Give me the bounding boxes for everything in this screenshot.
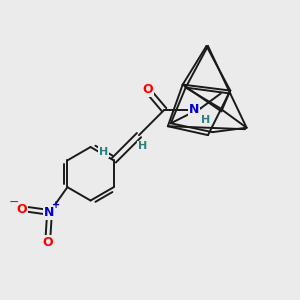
Text: H: H	[99, 147, 108, 157]
Text: O: O	[16, 203, 27, 216]
Text: H: H	[138, 141, 147, 152]
Text: +: +	[52, 200, 60, 210]
Text: −: −	[9, 196, 19, 208]
Text: O: O	[142, 82, 153, 96]
Text: N: N	[189, 103, 199, 116]
Text: O: O	[43, 236, 53, 249]
Text: N: N	[44, 206, 55, 219]
Text: H: H	[201, 115, 210, 125]
